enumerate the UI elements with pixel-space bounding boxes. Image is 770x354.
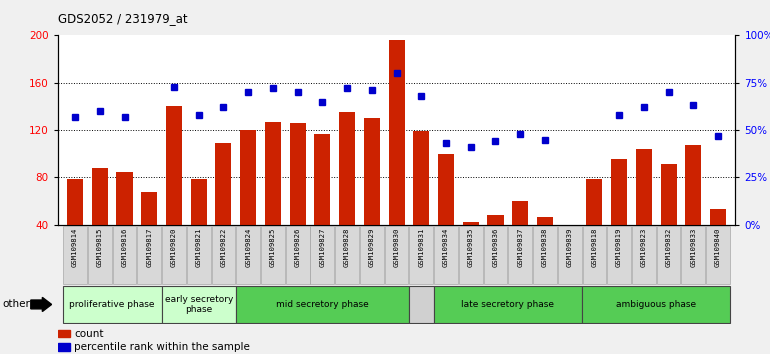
Bar: [187, 226, 210, 284]
Text: GSM109821: GSM109821: [196, 228, 202, 267]
Text: GSM109814: GSM109814: [72, 228, 78, 267]
Text: mid secretory phase: mid secretory phase: [276, 300, 369, 309]
Text: GSM109834: GSM109834: [443, 228, 449, 267]
Bar: [162, 286, 236, 323]
Bar: [236, 226, 260, 284]
Bar: [67, 179, 83, 272]
Bar: [681, 226, 705, 284]
Text: GSM109820: GSM109820: [171, 228, 177, 267]
Text: GSM109836: GSM109836: [493, 228, 498, 267]
Text: GSM109825: GSM109825: [270, 228, 276, 267]
Text: GSM109824: GSM109824: [245, 228, 251, 267]
Bar: [389, 40, 404, 272]
Bar: [261, 226, 285, 284]
Bar: [487, 215, 504, 272]
Text: GSM109819: GSM109819: [616, 228, 622, 267]
Text: early secretory
phase: early secretory phase: [165, 295, 233, 314]
Bar: [484, 226, 507, 284]
Text: GSM109823: GSM109823: [641, 228, 647, 267]
Bar: [236, 286, 409, 323]
Text: GSM109838: GSM109838: [542, 228, 548, 267]
Text: GSM109816: GSM109816: [122, 228, 128, 267]
Bar: [537, 217, 553, 272]
Text: GSM109826: GSM109826: [295, 228, 300, 267]
Text: GSM109832: GSM109832: [665, 228, 671, 267]
Bar: [363, 118, 380, 272]
Bar: [410, 226, 434, 284]
Bar: [710, 210, 726, 272]
Text: GSM109840: GSM109840: [715, 228, 721, 267]
Bar: [533, 226, 557, 284]
Bar: [265, 122, 281, 272]
Bar: [608, 226, 631, 284]
Bar: [212, 226, 236, 284]
Bar: [62, 286, 162, 323]
Bar: [661, 164, 677, 272]
Text: GSM109833: GSM109833: [691, 228, 696, 267]
Bar: [561, 225, 578, 272]
Bar: [409, 286, 434, 323]
Bar: [63, 226, 87, 284]
Text: GSM109835: GSM109835: [467, 228, 474, 267]
Bar: [137, 226, 161, 284]
Bar: [116, 172, 132, 272]
Bar: [191, 179, 207, 272]
Bar: [310, 226, 334, 284]
Bar: [657, 226, 681, 284]
Bar: [685, 145, 701, 272]
Bar: [413, 131, 430, 272]
Bar: [438, 154, 454, 272]
Text: GSM109839: GSM109839: [567, 228, 573, 267]
Text: GSM109827: GSM109827: [320, 228, 326, 267]
Bar: [286, 226, 310, 284]
Text: GSM109828: GSM109828: [344, 228, 350, 267]
Bar: [583, 226, 606, 284]
Text: GSM109818: GSM109818: [591, 228, 598, 267]
Text: GSM109830: GSM109830: [393, 228, 400, 267]
Text: GSM109822: GSM109822: [220, 228, 226, 267]
Bar: [290, 123, 306, 272]
Text: ambiguous phase: ambiguous phase: [616, 300, 696, 309]
Bar: [58, 343, 70, 351]
Text: percentile rank within the sample: percentile rank within the sample: [74, 342, 250, 352]
Bar: [586, 179, 602, 272]
Bar: [141, 192, 157, 272]
Bar: [434, 286, 582, 323]
Bar: [58, 330, 70, 337]
Bar: [582, 286, 731, 323]
Bar: [166, 107, 182, 272]
Bar: [557, 226, 581, 284]
Bar: [240, 130, 256, 272]
Bar: [335, 226, 359, 284]
Bar: [459, 226, 483, 284]
Bar: [162, 226, 186, 284]
Text: count: count: [74, 329, 103, 338]
Text: other: other: [2, 299, 30, 309]
Bar: [508, 226, 532, 284]
Bar: [92, 168, 108, 272]
Text: GSM109815: GSM109815: [97, 228, 102, 267]
Bar: [611, 159, 627, 272]
Bar: [706, 226, 730, 284]
Bar: [88, 226, 112, 284]
Bar: [339, 112, 355, 272]
Bar: [512, 201, 528, 272]
Bar: [385, 226, 408, 284]
Text: GSM109817: GSM109817: [146, 228, 152, 267]
Text: GSM109831: GSM109831: [418, 228, 424, 267]
Text: proliferative phase: proliferative phase: [69, 300, 155, 309]
Text: GDS2052 / 231979_at: GDS2052 / 231979_at: [58, 12, 187, 25]
Text: late secretory phase: late secretory phase: [461, 300, 554, 309]
Bar: [636, 149, 652, 272]
Bar: [463, 222, 479, 272]
Bar: [632, 226, 656, 284]
Bar: [314, 134, 330, 272]
Text: GSM109837: GSM109837: [517, 228, 523, 267]
Bar: [216, 143, 232, 272]
Bar: [360, 226, 383, 284]
Bar: [112, 226, 136, 284]
Text: GSM109829: GSM109829: [369, 228, 375, 267]
Bar: [434, 226, 458, 284]
